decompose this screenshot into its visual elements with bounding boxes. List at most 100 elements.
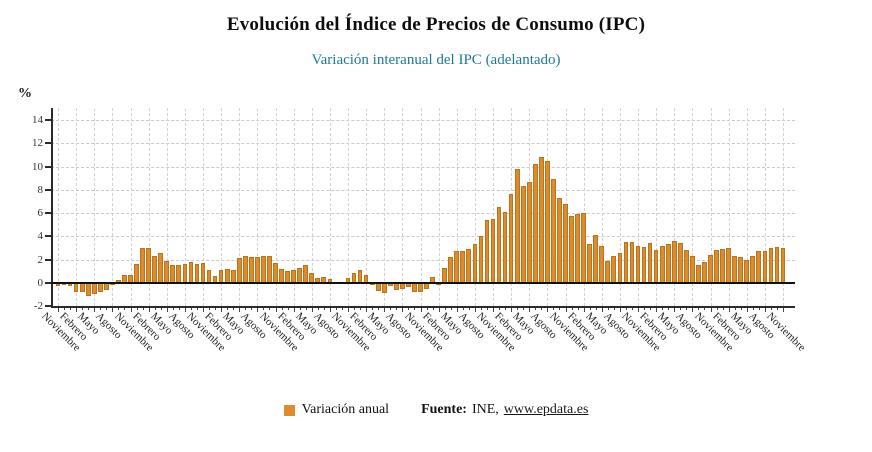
bar (79, 282, 85, 293)
x-axis-minor-tick (776, 307, 778, 310)
v-gridline (58, 108, 59, 306)
source-link[interactable]: www.epdata.es (503, 402, 589, 417)
y-tick-label: 6 (37, 207, 44, 219)
x-axis-minor-tick (631, 307, 633, 310)
x-axis-major-tick (728, 307, 730, 312)
bar (502, 211, 508, 283)
bar (557, 197, 562, 283)
x-axis-minor-tick (686, 307, 688, 310)
y-axis-tick (45, 258, 52, 261)
bar (448, 257, 454, 283)
x-axis-minor-tick (553, 307, 555, 310)
x-axis-minor-tick (758, 307, 760, 310)
bar (152, 256, 157, 283)
x-axis-minor-tick (209, 307, 211, 310)
v-gridline (438, 108, 440, 306)
x-axis-major-tick (166, 307, 168, 312)
v-gridline (311, 108, 313, 306)
bar (653, 250, 659, 283)
y-axis-line (51, 108, 53, 308)
bar (774, 246, 780, 283)
x-axis-minor-tick (269, 307, 271, 310)
v-gridline (112, 108, 114, 306)
x-axis-major-tick (456, 307, 458, 312)
bar (273, 262, 278, 283)
v-gridline (783, 108, 784, 306)
v-gridline (203, 108, 204, 306)
x-axis-minor-tick (233, 307, 235, 310)
bar (744, 259, 750, 283)
x-axis-major-tick (112, 307, 114, 312)
x-axis-minor-tick (88, 307, 90, 310)
x-axis-minor-tick (263, 307, 265, 310)
h-gridline (51, 213, 795, 214)
legend-swatch-icon (283, 404, 295, 416)
bar (194, 264, 200, 283)
x-axis-minor-tick (227, 307, 229, 310)
h-gridline (51, 166, 795, 168)
bar (188, 261, 194, 283)
x-axis-minor-tick (154, 307, 156, 310)
v-gridline (402, 108, 404, 306)
h-gridline (51, 143, 795, 145)
bar (484, 219, 490, 283)
x-axis-major-tick (674, 307, 676, 312)
v-gridline (456, 108, 458, 306)
y-axis-tick (45, 305, 52, 307)
x-axis-minor-tick (190, 307, 192, 310)
bar (279, 268, 284, 283)
bar (140, 247, 145, 283)
x-axis-minor-tick (698, 307, 700, 310)
x-axis-minor-tick (136, 307, 138, 310)
x-axis-minor-tick (432, 307, 434, 310)
x-axis-minor-tick (480, 307, 482, 310)
x-axis-major-tick (529, 307, 531, 312)
bar (182, 264, 188, 283)
bar (599, 245, 605, 283)
bar (683, 250, 689, 283)
x-axis-major-tick (311, 307, 313, 312)
x-axis-minor-tick (740, 307, 742, 310)
bar (538, 157, 544, 283)
x-axis-minor-tick (704, 307, 706, 310)
x-axis-minor-tick (172, 307, 174, 310)
x-axis-minor-tick (444, 307, 446, 310)
x-axis-major-tick (293, 307, 295, 312)
bar (103, 282, 109, 290)
v-gridline (746, 108, 748, 306)
x-axis-minor-tick (390, 307, 392, 310)
page-subtitle: Variación interanual del IPC (adelantado… (311, 52, 561, 68)
x-axis-minor-tick (462, 307, 464, 310)
bar (696, 265, 701, 283)
x-axis-minor-tick (378, 307, 380, 310)
bar (170, 265, 176, 283)
bar (623, 242, 629, 283)
y-axis-tick (45, 212, 52, 214)
bar (708, 254, 713, 283)
y-axis-unit-label: % (18, 86, 32, 101)
v-gridline (239, 108, 241, 306)
v-gridline (656, 108, 658, 306)
bar (200, 262, 206, 283)
x-axis-minor-tick (517, 307, 519, 310)
x-axis-minor-tick (414, 307, 416, 310)
x-axis-minor-tick (426, 307, 428, 310)
y-axis-tick (45, 142, 52, 145)
y-tick-label: -2 (33, 300, 43, 312)
bar (460, 251, 466, 283)
x-axis-minor-tick (100, 307, 102, 310)
v-gridline (474, 108, 476, 306)
v-gridline (638, 108, 639, 306)
x-axis-minor-tick (323, 307, 325, 310)
v-gridline (728, 108, 730, 306)
x-axis-minor-tick (577, 307, 579, 310)
bar (508, 194, 514, 283)
x-axis-major-tick (203, 307, 204, 312)
bar (677, 243, 683, 283)
bar (158, 252, 164, 283)
x-axis-major-tick (366, 307, 368, 312)
y-axis-tick (45, 188, 52, 191)
v-gridline (384, 108, 386, 306)
bar (726, 247, 731, 283)
x-axis-minor-tick (535, 307, 537, 310)
